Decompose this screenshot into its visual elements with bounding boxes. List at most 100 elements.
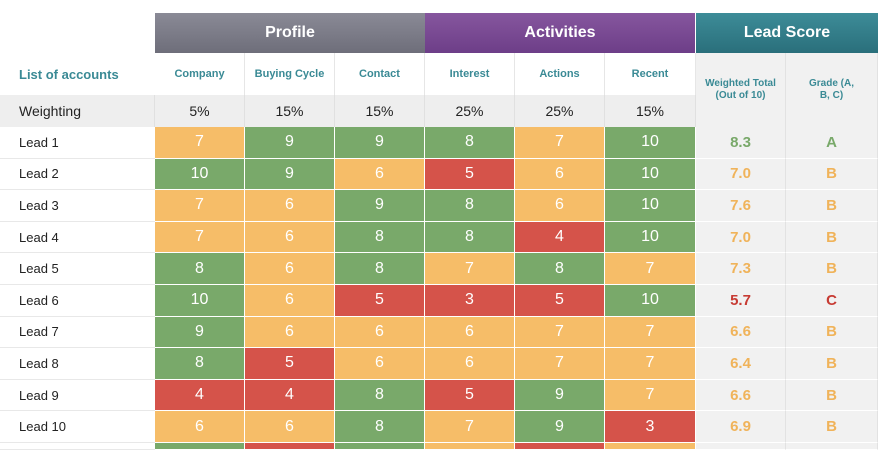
company-score-cell: 7	[155, 221, 245, 254]
lead-name: Lead 4	[0, 221, 155, 254]
buying-cycle-score-cell: 5	[245, 348, 335, 380]
weighted-total-value: 6.4	[696, 348, 786, 380]
partial-row-grade	[786, 443, 878, 450]
lead-name: Lead 1	[0, 127, 155, 159]
recent-score-cell: 10	[605, 285, 696, 317]
recent-score-cell: 3	[605, 411, 696, 443]
lead-name: Lead 10	[0, 411, 155, 443]
weighting-company: 5%	[155, 95, 245, 127]
company-score-cell: 9	[155, 316, 245, 349]
weighted-total-value: 8.3	[696, 127, 786, 159]
contact-score-cell: 5	[335, 285, 425, 317]
recent-score-cell: 10	[605, 127, 696, 159]
interest-score-cell: 7	[425, 253, 515, 285]
lead-name: Lead 7	[0, 316, 155, 349]
lead-name: Lead 8	[0, 348, 155, 380]
grade-value: B	[786, 190, 878, 222]
weighting-interest: 25%	[425, 95, 515, 127]
weighted-total-value: 5.7	[696, 285, 786, 317]
buying-cycle-score-cell: 6	[245, 221, 335, 254]
buying-cycle-score-cell: 6	[245, 285, 335, 317]
contact-score-cell: 9	[335, 190, 425, 222]
grade-value: B	[786, 158, 878, 191]
interest-score-cell: 5	[425, 379, 515, 412]
weighted-total-value: 7.3	[696, 253, 786, 285]
company-score-cell: 10	[155, 285, 245, 317]
activities-group-header: Activities	[425, 13, 695, 53]
company-column-header: Company	[155, 53, 245, 95]
contact-score-cell: 8	[335, 379, 425, 412]
actions-score-cell: 6	[515, 190, 605, 222]
grade-value: B	[786, 253, 878, 285]
interest-score-cell: 5	[425, 158, 515, 191]
contact-score-cell: 8	[335, 253, 425, 285]
lead-name: Lead 3	[0, 190, 155, 222]
recent-score-cell: 7	[605, 316, 696, 349]
partial-row-total	[696, 443, 786, 450]
weighting-label: Weighting	[0, 95, 155, 127]
grade-value: B	[786, 221, 878, 254]
interest-score-cell: 8	[425, 221, 515, 254]
actions-score-cell: 8	[515, 253, 605, 285]
lead-score-group-header: Lead Score	[696, 13, 878, 53]
recent-score-cell: 7	[605, 348, 696, 380]
weighted-total-value: 6.6	[696, 379, 786, 412]
partial-row-label	[0, 443, 155, 450]
contact-score-cell: 8	[335, 411, 425, 443]
grade-value: B	[786, 411, 878, 443]
buying-cycle-score-cell: 6	[245, 190, 335, 222]
lead-name: Lead 9	[0, 379, 155, 412]
partial-row-cell	[335, 443, 425, 450]
recent-score-cell: 7	[605, 379, 696, 412]
buying-cycle-score-cell: 9	[245, 127, 335, 159]
company-score-cell: 7	[155, 190, 245, 222]
company-score-cell: 8	[155, 348, 245, 380]
actions-score-cell: 9	[515, 411, 605, 443]
partial-row-cell	[155, 443, 245, 450]
weighted-total-value: 6.6	[696, 316, 786, 349]
actions-score-cell: 7	[515, 348, 605, 380]
partial-row-cell	[245, 443, 335, 450]
weighting-recent: 15%	[605, 95, 696, 127]
recent-score-cell: 10	[605, 190, 696, 222]
contact-score-cell: 6	[335, 316, 425, 349]
recent-score-cell: 7	[605, 253, 696, 285]
partial-row-cell	[425, 443, 515, 450]
weighted-total-value: 7.0	[696, 158, 786, 191]
recent-score-cell: 10	[605, 221, 696, 254]
accounts-column-header: List of accounts	[0, 53, 155, 95]
interest-score-cell: 8	[425, 127, 515, 159]
grade-value: B	[786, 348, 878, 380]
lead-name: Lead 6	[0, 285, 155, 317]
grade-value: B	[786, 379, 878, 412]
weighting-buying-cycle: 15%	[245, 95, 335, 127]
weighting-contact: 15%	[335, 95, 425, 127]
interest-score-cell: 6	[425, 316, 515, 349]
contact-score-cell: 8	[335, 221, 425, 254]
lead-name: Lead 5	[0, 253, 155, 285]
grade-column-header: Grade (A, B, C)	[786, 53, 878, 127]
actions-score-cell: 7	[515, 127, 605, 159]
weighted-total-value: 7.6	[696, 190, 786, 222]
buying-cycle-score-cell: 4	[245, 379, 335, 412]
company-score-cell: 4	[155, 379, 245, 412]
contact-score-cell: 9	[335, 127, 425, 159]
recent-column-header: Recent	[605, 53, 696, 95]
company-score-cell: 10	[155, 158, 245, 191]
interest-column-header: Interest	[425, 53, 515, 95]
contact-score-cell: 6	[335, 348, 425, 380]
interest-score-cell: 3	[425, 285, 515, 317]
buying-cycle-column-header: Buying Cycle	[245, 53, 335, 95]
grade-value: B	[786, 316, 878, 349]
interest-score-cell: 8	[425, 190, 515, 222]
actions-score-cell: 6	[515, 158, 605, 191]
profile-group-header: Profile	[155, 13, 425, 53]
weighting-actions: 25%	[515, 95, 605, 127]
interest-score-cell: 6	[425, 348, 515, 380]
recent-score-cell: 10	[605, 158, 696, 191]
weighted-total-column-header: Weighted Total (Out of 10)	[696, 53, 786, 127]
buying-cycle-score-cell: 6	[245, 253, 335, 285]
buying-cycle-score-cell: 6	[245, 316, 335, 349]
partial-row-cell	[605, 443, 696, 450]
weighted-total-value: 7.0	[696, 221, 786, 254]
